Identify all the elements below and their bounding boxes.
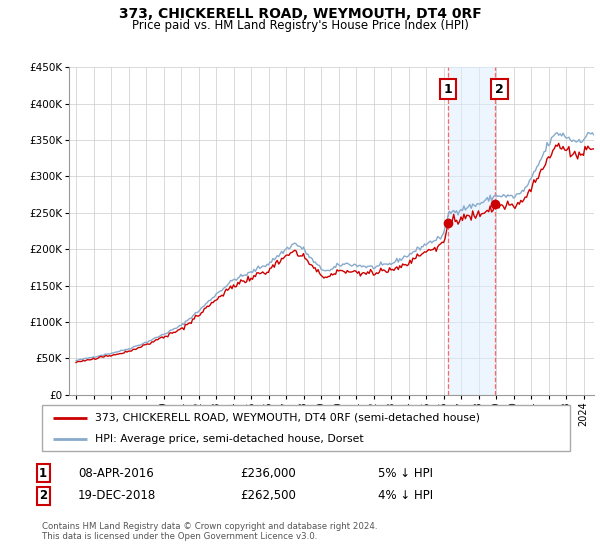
Text: £236,000: £236,000 [240, 466, 296, 480]
Text: 1: 1 [444, 82, 452, 96]
Text: 19-DEC-2018: 19-DEC-2018 [78, 489, 156, 502]
Text: Contains HM Land Registry data © Crown copyright and database right 2024.
This d: Contains HM Land Registry data © Crown c… [42, 522, 377, 542]
Text: Price paid vs. HM Land Registry's House Price Index (HPI): Price paid vs. HM Land Registry's House … [131, 19, 469, 32]
Text: HPI: Average price, semi-detached house, Dorset: HPI: Average price, semi-detached house,… [95, 435, 364, 444]
Bar [448, 67, 496, 395]
Text: 4% ↓ HPI: 4% ↓ HPI [378, 489, 433, 502]
Text: 5% ↓ HPI: 5% ↓ HPI [378, 466, 433, 480]
Text: 2: 2 [495, 82, 504, 96]
Text: 2: 2 [39, 489, 47, 502]
Text: 373, CHICKERELL ROAD, WEYMOUTH, DT4 0RF (semi-detached house): 373, CHICKERELL ROAD, WEYMOUTH, DT4 0RF … [95, 413, 480, 423]
Text: 08-APR-2016: 08-APR-2016 [78, 466, 154, 480]
Text: 1: 1 [39, 466, 47, 480]
Text: £262,500: £262,500 [240, 489, 296, 502]
Text: 373, CHICKERELL ROAD, WEYMOUTH, DT4 0RF: 373, CHICKERELL ROAD, WEYMOUTH, DT4 0RF [119, 7, 481, 21]
